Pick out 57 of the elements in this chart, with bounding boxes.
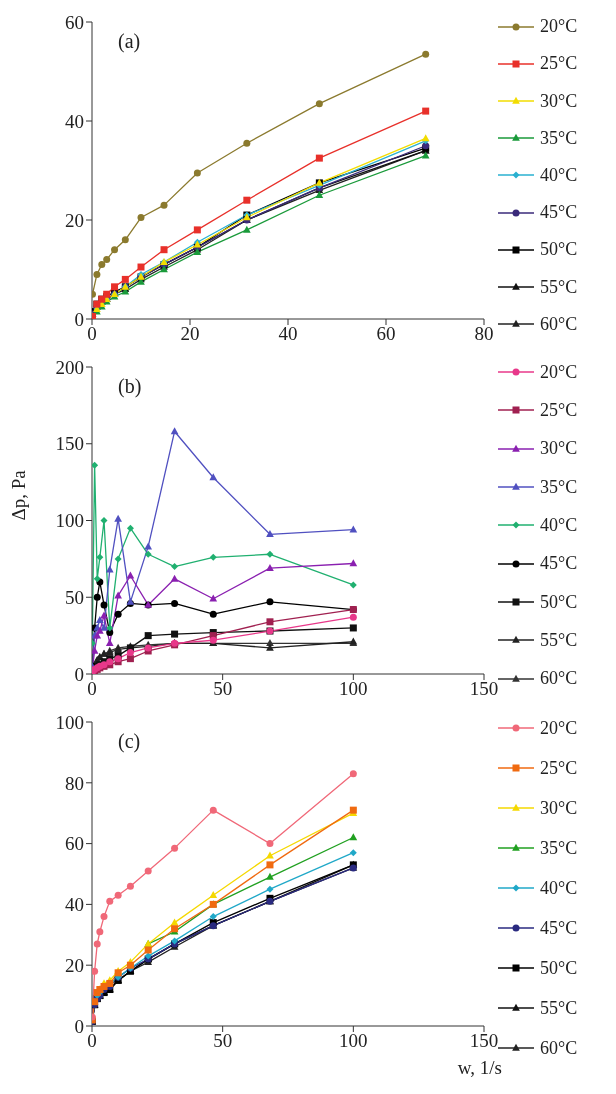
y-tick-label: 100 [55, 510, 84, 532]
x-tick-label: 20 [180, 323, 200, 345]
legend-label: 35°C [540, 476, 578, 498]
legend-label: 60°C [540, 1037, 578, 1059]
legend-label: 35°C [540, 837, 578, 859]
legend-label: 35°C [540, 127, 578, 149]
legend-label: 40°C [540, 877, 578, 899]
x-tick-label: 80 [474, 323, 494, 345]
y-tick-label: 20 [65, 209, 84, 231]
y-tick-label: 50 [65, 586, 84, 608]
legend-label: 25°C [540, 757, 578, 779]
legend-label: 40°C [540, 514, 578, 536]
legend-label: 55°C [540, 629, 578, 651]
legend-label: 50°C [540, 591, 578, 613]
y-tick-label: 60 [65, 11, 84, 33]
y-axis-title: Δp, Pa [7, 469, 29, 521]
y-tick-label: 100 [55, 711, 84, 733]
y-tick-label: 150 [55, 433, 84, 455]
legend-label: 50°C [540, 957, 578, 979]
x-tick-label: 100 [339, 1030, 368, 1052]
legend-label: 55°C [540, 276, 578, 298]
x-tick-label: 100 [339, 678, 368, 700]
x-tick-label: 50 [213, 1030, 233, 1052]
legend-label: 60°C [540, 668, 578, 690]
y-tick-label: 20 [65, 954, 84, 976]
annotation: (b) [118, 375, 142, 398]
annotation: (a) [118, 30, 141, 53]
legend-label: 45°C [540, 917, 578, 939]
legend-label: 20°C [540, 16, 578, 38]
legend-label: 45°C [540, 202, 578, 224]
x-tick-label: 150 [469, 1030, 499, 1052]
x-tick-label: 40 [278, 323, 298, 345]
x-tick-label: 60 [376, 323, 396, 345]
x-tick-label: 150 [469, 678, 499, 700]
legend-label: 25°C [540, 53, 578, 75]
y-tick-label: 200 [55, 356, 84, 378]
legend-label: 30°C [540, 438, 578, 460]
y-tick-label: 40 [65, 110, 84, 132]
legend-label: 20°C [540, 717, 578, 739]
y-tick-label: 0 [74, 308, 84, 330]
legend-label: 30°C [540, 797, 578, 819]
y-tick-label: 0 [74, 663, 84, 685]
legend-label: 55°C [540, 997, 578, 1019]
y-tick-label: 60 [65, 833, 84, 855]
y-tick-label: 40 [65, 894, 84, 916]
legend-label: 20°C [540, 361, 578, 383]
x-tick-label: 50 [213, 678, 233, 700]
legend-label: 40°C [540, 164, 578, 186]
legend-label: 25°C [540, 399, 578, 421]
y-tick-label: 80 [65, 772, 84, 794]
legend-label: 50°C [540, 239, 578, 261]
annotation: (c) [118, 730, 141, 753]
x-axis-title: w, 1/s [457, 1057, 502, 1078]
legend-label: 45°C [540, 553, 578, 575]
legend-label: 30°C [540, 90, 578, 112]
legend-label: 60°C [540, 313, 578, 335]
y-tick-label: 0 [74, 1015, 84, 1037]
